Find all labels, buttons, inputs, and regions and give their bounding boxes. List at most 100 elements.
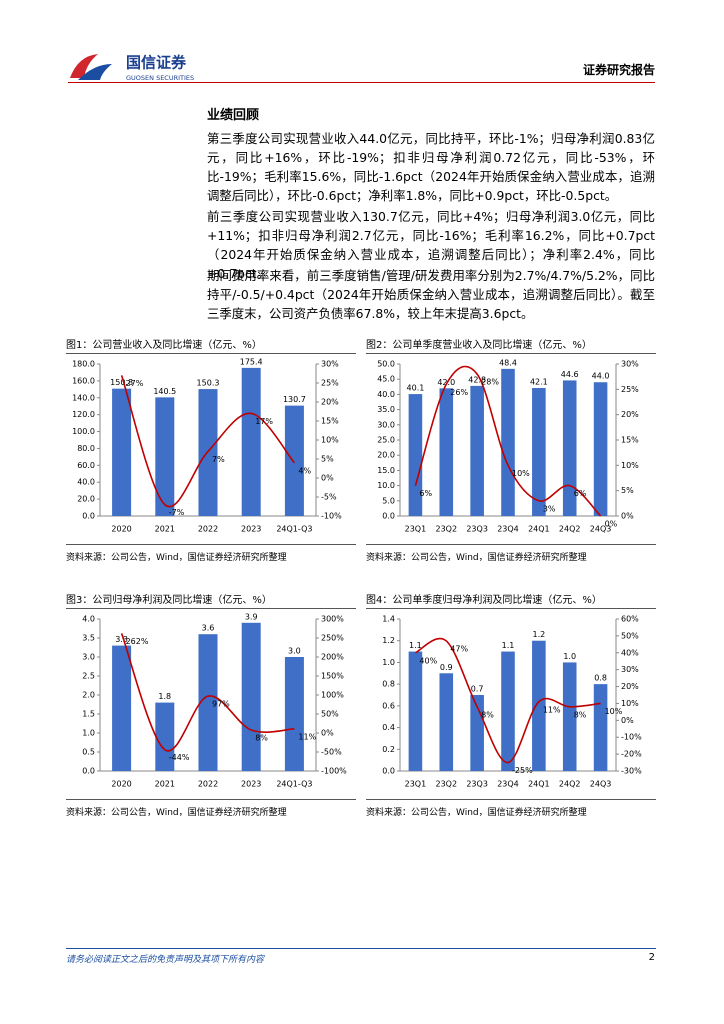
bar-value-label: 40.1 <box>407 384 425 393</box>
bar <box>112 388 132 516</box>
bar <box>562 380 577 516</box>
line-value-label: 8% <box>574 710 587 719</box>
y2-tick-label: 40% <box>621 648 639 657</box>
x-tick-label: 23Q1 <box>405 525 427 534</box>
y-tick-label: 25.0 <box>377 436 395 445</box>
line-value-label: 6% <box>574 489 587 498</box>
bar-value-label: 44.0 <box>592 372 610 381</box>
header-rule <box>68 82 655 83</box>
y2-tick-label: 20% <box>621 682 639 691</box>
x-tick-label: 2022 <box>198 780 218 789</box>
bar-value-label: 150.3 <box>197 379 220 388</box>
y-tick-label: 0.0 <box>382 512 395 521</box>
y2-tick-label: 100% <box>321 691 344 700</box>
x-tick-label: 24Q3 <box>590 780 612 789</box>
disclaimer: 请务必阅读正文之后的免责声明及其项下所有内容 <box>66 955 265 965</box>
line-series <box>120 375 296 508</box>
y-tick-label: 0.0 <box>82 512 95 521</box>
page-number: 2 <box>648 952 655 963</box>
y-tick-label: 2.5 <box>82 672 95 681</box>
bar-value-label: 42.0 <box>437 378 455 387</box>
bar <box>439 388 454 516</box>
line-value-label: 8% <box>255 733 268 742</box>
bar <box>241 622 261 771</box>
y-tick-label: 140.0 <box>72 393 95 402</box>
y-tick-label: 40.0 <box>77 478 95 487</box>
y-tick-label: 1.5 <box>82 710 95 719</box>
bar <box>198 634 218 771</box>
y-tick-label: 30.0 <box>377 420 395 429</box>
x-tick-label: 23Q3 <box>466 525 488 534</box>
paragraph: 前三季度公司实现营业收入130.7亿元，同比+4%；归母净利润3.0亿元，同比+… <box>207 209 655 281</box>
line-value-label: 3% <box>543 504 556 513</box>
line-value-label: -44% <box>169 753 190 762</box>
line-value-label: 8% <box>481 710 494 719</box>
y-tick-label: 45.0 <box>377 375 395 384</box>
y2-tick-label: 10% <box>621 461 639 470</box>
x-tick-label: 23Q2 <box>435 780 457 789</box>
y2-tick-label: 25% <box>621 385 639 394</box>
chart: 0.0 20.0 40.0 60.0 80.0 100.0 120.0 140.0 160.0 1… <box>72 357 342 534</box>
bar-value-label: 1.0 <box>563 652 576 661</box>
bar <box>284 405 304 516</box>
x-tick-label: 24Q2 <box>559 780 581 789</box>
bar <box>408 651 423 771</box>
bar-value-label: 0.9 <box>440 663 453 672</box>
bar <box>501 651 515 771</box>
y2-tick-label: 5% <box>321 455 334 464</box>
line-value-label: 10% <box>605 707 623 716</box>
bar <box>593 382 608 516</box>
y2-tick-label: 30% <box>321 360 339 369</box>
line-value-label: -7% <box>169 508 185 517</box>
y-tick-label: 0.4 <box>382 723 395 732</box>
y2-tick-label: 20% <box>321 398 339 407</box>
line-value-label: 47% <box>450 644 468 653</box>
x-tick-label: 2023 <box>241 525 261 534</box>
y-tick-label: 60.0 <box>77 461 95 470</box>
x-tick-label: 2021 <box>155 525 175 534</box>
bar <box>501 368 515 516</box>
bar <box>284 657 304 771</box>
y-tick-label: 20.0 <box>77 495 95 504</box>
bar <box>532 640 546 771</box>
x-tick-label: 2023 <box>241 780 261 789</box>
bar-value-label: 3.3 <box>115 635 128 644</box>
x-tick-label: 2022 <box>198 525 218 534</box>
chart: 0.00.20.40.60.81.01.21.4-30%-20%-10%0%10… <box>382 615 642 789</box>
y2-tick-label: 300% <box>321 615 344 624</box>
y-tick-label: 0.8 <box>382 680 395 689</box>
y2-tick-label: 10% <box>321 436 339 445</box>
x-tick-label: 2020 <box>111 780 131 789</box>
chart: 0.0 0.5 1.0 1.5 2.0 2.5 3.0 3.5 4.0 -100% -50% 0% 50… <box>82 612 347 789</box>
y-tick-label: 0.6 <box>382 701 395 710</box>
logo: 国信证券 GUOSEN SECURITIES <box>70 54 194 82</box>
bar-value-label: 48.4 <box>499 358 517 367</box>
figure-source: 资料来源：公司公告，Wind，国信证券经济研究所整理 <box>66 799 356 818</box>
bar <box>562 662 577 771</box>
y-tick-label: 2.0 <box>82 691 95 700</box>
y2-tick-label: -10% <box>621 733 642 742</box>
bar-value-label: 150.8 <box>110 378 133 387</box>
figure: 图4：公司单季度归母净利润及同比增速（亿元、%） 0.0 0.2 0.4 0.6 0.8… <box>366 591 656 818</box>
x-tick-label: 23Q2 <box>435 525 457 534</box>
bar <box>470 385 484 516</box>
bar-value-label: 3.9 <box>245 612 258 621</box>
bar-value-label: 175.4 <box>240 357 263 366</box>
bar-value-label: 44.6 <box>561 370 579 379</box>
y-tick-label: 3.5 <box>82 634 95 643</box>
y2-tick-label: 15% <box>621 436 639 445</box>
x-tick-label: 23Q4 <box>497 780 519 789</box>
bar <box>241 367 261 516</box>
y2-tick-label: 15% <box>321 417 339 426</box>
line-value-label: 28% <box>481 378 499 387</box>
bar-value-label: 42.1 <box>530 378 548 387</box>
chart: 0.0 5.0 10.0 15.0 20.0 25.0 30.0 35.0 40.0 45.0 50… <box>377 358 639 534</box>
y2-tick-label: 25% <box>321 379 339 388</box>
y-tick-label: 1.4 <box>382 615 395 624</box>
x-tick-label: 2021 <box>155 780 175 789</box>
y2-tick-label: 30% <box>621 360 639 369</box>
bar-value-label: 130.7 <box>283 395 306 404</box>
x-tick-label: 24Q1-Q3 <box>276 525 312 534</box>
y2-tick-label: 200% <box>321 653 344 662</box>
